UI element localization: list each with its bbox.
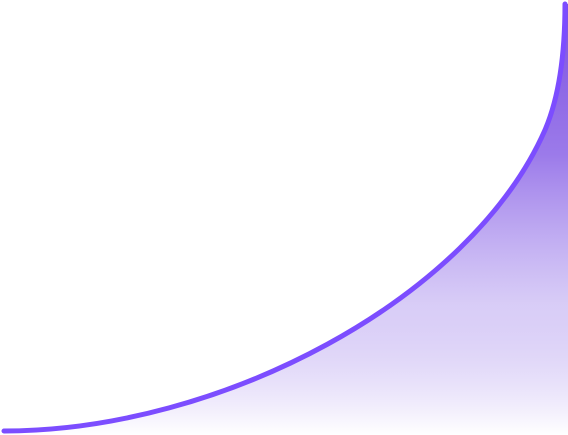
- curve-fill-area: [4, 4, 568, 435]
